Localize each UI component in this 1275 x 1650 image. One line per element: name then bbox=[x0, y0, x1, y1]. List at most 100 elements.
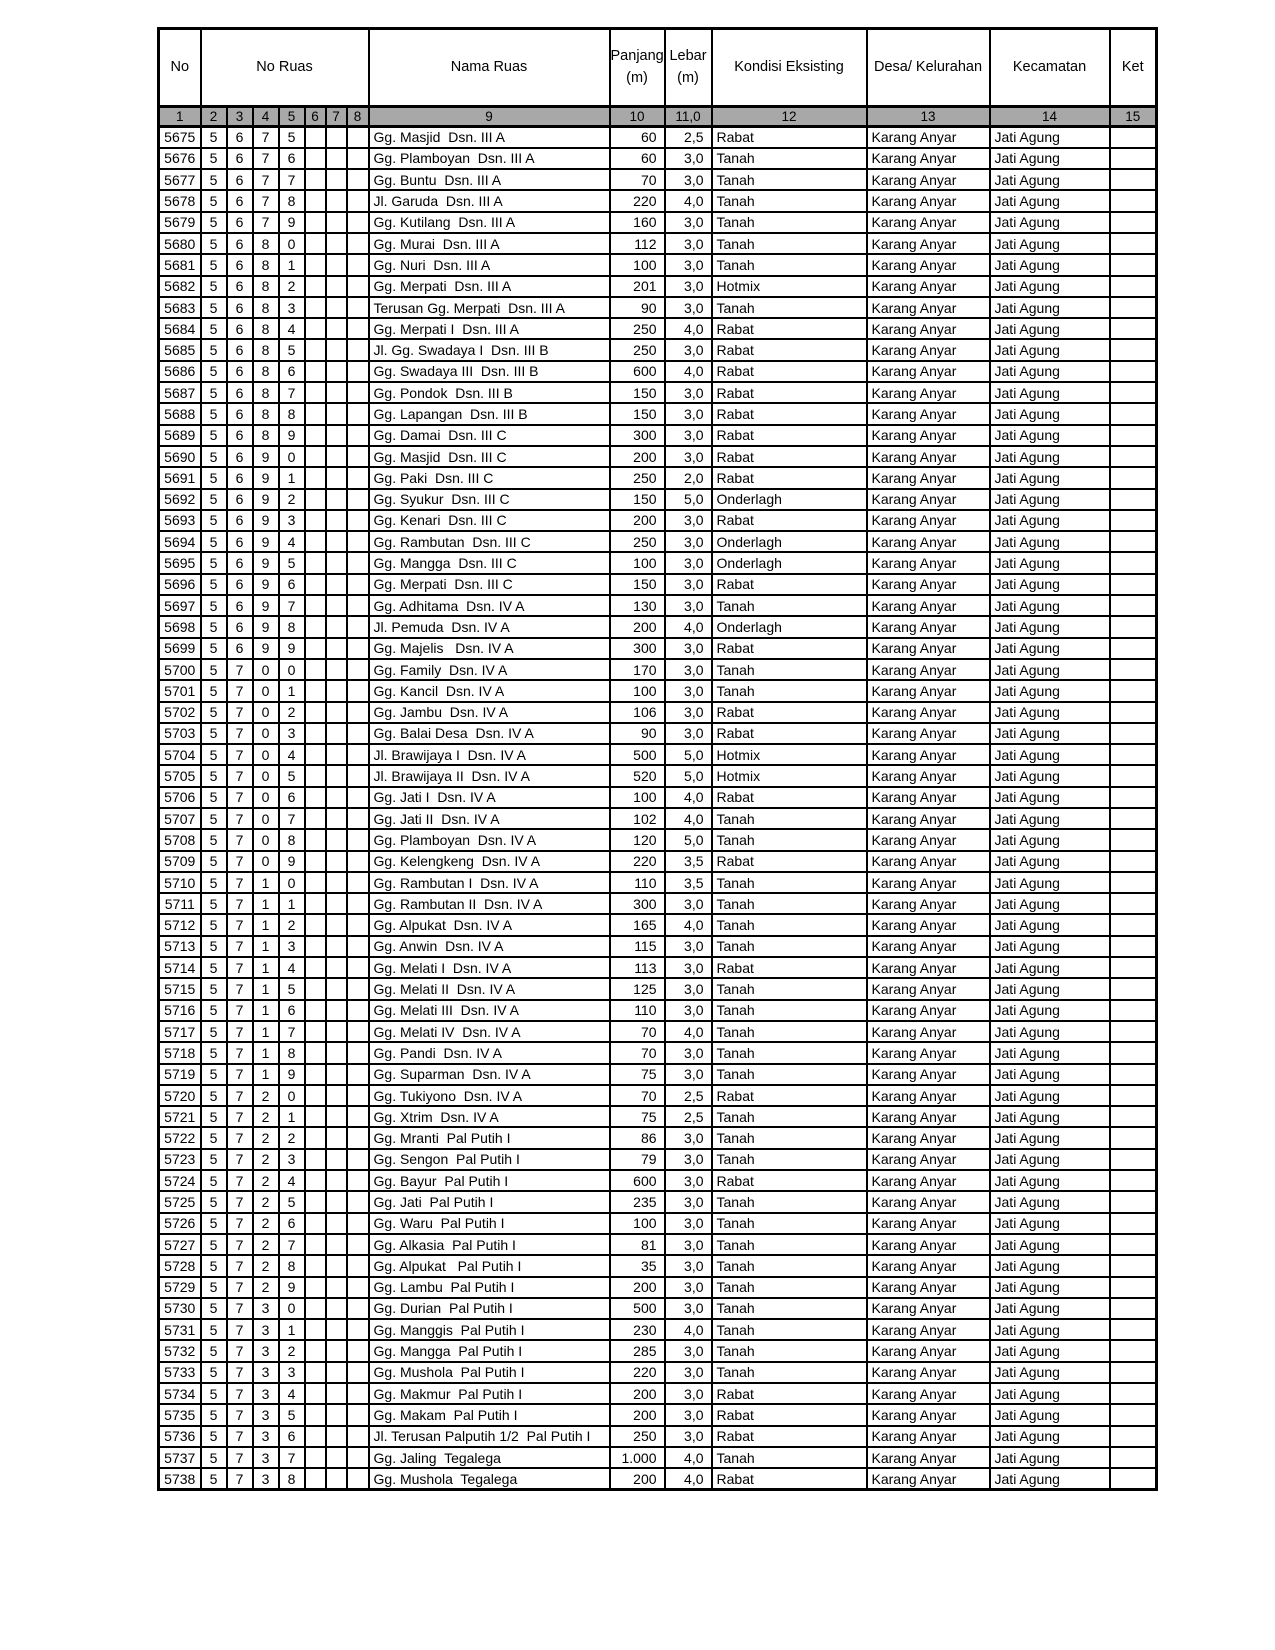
cell-ruas-5: 7 bbox=[277, 1019, 306, 1044]
cell-lebar: 3,0 bbox=[663, 1382, 713, 1406]
cell-ruas-4: 7 bbox=[251, 189, 280, 213]
cell-ket bbox=[1108, 1275, 1158, 1299]
cell-lebar: 3,0 bbox=[663, 1339, 713, 1363]
cell-desa-kelurahan: Karang Anyar bbox=[865, 317, 991, 341]
cell-ruas-5: 4 bbox=[277, 743, 306, 767]
cell-desa-kelurahan: Karang Anyar bbox=[865, 381, 991, 405]
cell-kecamatan: Jati Agung bbox=[988, 125, 1111, 149]
cell-ruas-3: 6 bbox=[225, 636, 254, 660]
cell-desa-kelurahan: Karang Anyar bbox=[865, 615, 991, 639]
cell-ruas-5: 6 bbox=[277, 572, 306, 597]
table-row: 5689 5 6 8 9 Gg. Damai Dsn. III C 300 3,0 Rabat K… bbox=[157, 423, 1158, 447]
cell-kecamatan: Jati Agung bbox=[988, 1083, 1111, 1108]
cell-ruas-3: 7 bbox=[225, 764, 254, 788]
cell-no: 5695 bbox=[157, 551, 202, 575]
cell-kecamatan: Jati Agung bbox=[988, 743, 1111, 767]
cell-ruas-3: 7 bbox=[225, 870, 254, 895]
cell-ruas-8 bbox=[345, 870, 370, 895]
cell-no: 5706 bbox=[157, 785, 202, 810]
cell-kecamatan: Jati Agung bbox=[988, 1190, 1111, 1214]
cell-ruas-4: 7 bbox=[251, 146, 280, 171]
cell-panjang: 106 bbox=[608, 700, 666, 724]
cell-desa-kelurahan: Karang Anyar bbox=[865, 1147, 991, 1172]
table-row: 5692 5 6 9 2 Gg. Syukur Dsn. III C 150 5,0 Onder… bbox=[157, 487, 1158, 511]
cell-lebar: 3,0 bbox=[663, 381, 713, 405]
cell-ruas-5: 8 bbox=[277, 189, 306, 213]
cell-ruas-4: 1 bbox=[251, 934, 280, 959]
cell-no: 5724 bbox=[157, 1169, 202, 1193]
cell-desa-kelurahan: Karang Anyar bbox=[865, 977, 991, 1001]
cell-no: 5698 bbox=[157, 615, 202, 639]
table-row: 5737 5 7 3 7 Gg. Jaling Tegalega 1.000 4,0 Tanah… bbox=[157, 1445, 1158, 1470]
cell-kecamatan: Jati Agung bbox=[988, 1254, 1111, 1278]
cell-ruas-4: 3 bbox=[251, 1467, 280, 1491]
cell-desa-kelurahan: Karang Anyar bbox=[865, 998, 991, 1022]
cell-no: 5707 bbox=[157, 806, 202, 831]
cell-ruas-4: 9 bbox=[251, 466, 280, 490]
cell-panjang: 250 bbox=[608, 466, 666, 490]
cell-lebar: 3,0 bbox=[663, 274, 713, 298]
cell-ket bbox=[1108, 657, 1158, 682]
header-lebar: Lebar (m) bbox=[663, 27, 713, 108]
cell-lebar: 4,0 bbox=[663, 913, 713, 937]
cell-ruas-6 bbox=[303, 870, 327, 895]
cell-ruas-5: 6 bbox=[277, 998, 306, 1022]
cell-desa-kelurahan: Karang Anyar bbox=[865, 1339, 991, 1363]
cell-ruas-7 bbox=[324, 1190, 348, 1214]
cell-ruas-6 bbox=[303, 508, 327, 533]
cell-ruas-6 bbox=[303, 764, 327, 788]
cell-panjang: 150 bbox=[608, 572, 666, 597]
cell-kondisi-eksisting: Tanah bbox=[710, 594, 868, 618]
table-row: 5700 5 7 0 0 Gg. Family Dsn. IV A 170 3,0 Tanah K… bbox=[157, 657, 1158, 682]
cell-panjang: 120 bbox=[608, 828, 666, 852]
cell-ruas-5: 1 bbox=[277, 892, 306, 916]
cell-ruas-2: 5 bbox=[199, 892, 228, 916]
cell-kecamatan: Jati Agung bbox=[988, 636, 1111, 660]
cell-desa-kelurahan: Karang Anyar bbox=[865, 1232, 991, 1257]
cell-panjang: 300 bbox=[608, 423, 666, 447]
cell-desa-kelurahan: Karang Anyar bbox=[865, 1296, 991, 1321]
cell-ket bbox=[1108, 892, 1158, 916]
cell-no: 5716 bbox=[157, 998, 202, 1022]
cell-ruas-4: 2 bbox=[251, 1147, 280, 1172]
cell-panjang: 200 bbox=[608, 508, 666, 533]
cell-lebar: 3,0 bbox=[663, 444, 713, 469]
cell-kondisi-eksisting: Tanah bbox=[710, 1360, 868, 1385]
cell-ket bbox=[1108, 764, 1158, 788]
cell-kecamatan: Jati Agung bbox=[988, 828, 1111, 852]
cell-ruas-4: 1 bbox=[251, 1062, 280, 1086]
cell-lebar: 4,0 bbox=[663, 317, 713, 341]
cell-lebar: 5,0 bbox=[663, 828, 713, 852]
cell-ket bbox=[1108, 466, 1158, 490]
cell-panjang: 300 bbox=[608, 892, 666, 916]
cell-ruas-2: 5 bbox=[199, 1382, 228, 1406]
table-row: 5718 5 7 1 8 Gg. Pandi Dsn. IV A 70 3,0 Tanah Kar… bbox=[157, 1041, 1158, 1065]
cell-ruas-5: 9 bbox=[277, 423, 306, 447]
cell-kondisi-eksisting: Onderlagh bbox=[710, 487, 868, 511]
cell-panjang: 70 bbox=[608, 1019, 666, 1044]
cell-ruas-5: 3 bbox=[277, 934, 306, 959]
cell-ruas-2: 5 bbox=[199, 231, 228, 256]
cell-desa-kelurahan: Karang Anyar bbox=[865, 1169, 991, 1193]
cell-no: 5696 bbox=[157, 572, 202, 597]
cell-ruas-3: 7 bbox=[225, 1318, 254, 1342]
cell-nama-ruas: Gg. Rambutan II Dsn. IV A bbox=[367, 892, 611, 916]
cell-nama-ruas: Gg. Melati IV Dsn. IV A bbox=[367, 1019, 611, 1044]
cell-ruas-8 bbox=[345, 1445, 370, 1470]
cell-kondisi-eksisting: Tanah bbox=[710, 1105, 868, 1129]
cell-ruas-5: 3 bbox=[277, 1360, 306, 1385]
cell-panjang: 100 bbox=[608, 785, 666, 810]
table-row: 5727 5 7 2 7 Gg. Alkasia Pal Putih I 81 3,0 Tana… bbox=[157, 1232, 1158, 1257]
cell-ruas-3: 7 bbox=[225, 1275, 254, 1299]
cell-desa-kelurahan: Karang Anyar bbox=[865, 231, 991, 256]
cell-no: 5730 bbox=[157, 1296, 202, 1321]
cell-kecamatan: Jati Agung bbox=[988, 572, 1111, 597]
cell-ruas-7 bbox=[324, 253, 348, 277]
cell-nama-ruas: Gg. Mangga Pal Putih I bbox=[367, 1339, 611, 1363]
cell-panjang: 90 bbox=[608, 295, 666, 320]
road-register-table: No No Ruas Nama Ruas Panjang (m) Lebar (… bbox=[157, 27, 1159, 1491]
cell-no: 5703 bbox=[157, 721, 202, 746]
cell-nama-ruas: Gg. Melati III Dsn. IV A bbox=[367, 998, 611, 1022]
cell-ruas-6 bbox=[303, 274, 327, 298]
cell-ruas-7 bbox=[324, 359, 348, 384]
